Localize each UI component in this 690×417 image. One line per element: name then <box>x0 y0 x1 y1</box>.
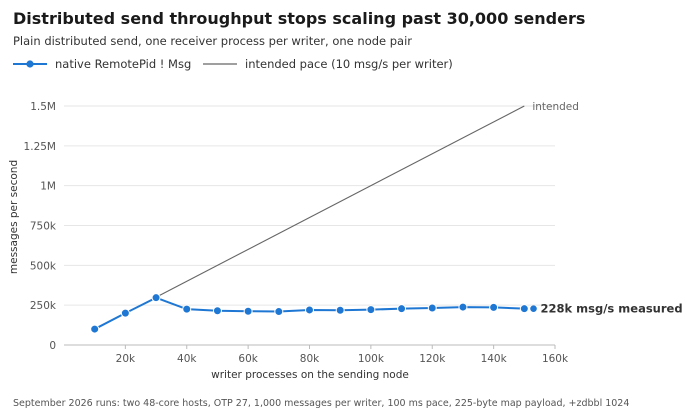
native-send-point <box>212 306 222 316</box>
end-labels: 228k msg/s measured intended <box>532 101 682 316</box>
x-tick-label: 160k <box>542 353 569 365</box>
y-tick-label: 750k <box>30 221 57 233</box>
native-send-point <box>427 303 437 313</box>
y-tick-label: 1.25M <box>24 141 56 153</box>
legend-swatch-native-send <box>13 60 47 68</box>
x-tick-label: 120k <box>419 353 446 365</box>
native-send-point <box>489 302 499 312</box>
intended-pace-line <box>155 105 525 298</box>
x-tick-label: 20k <box>116 353 136 365</box>
native-send-point <box>90 324 100 334</box>
footnote: September 2026 runs: two 48-core hosts, … <box>13 398 630 409</box>
native-send-point <box>305 305 314 315</box>
chart-title: Distributed send throughput stops scalin… <box>13 9 586 28</box>
x-tick-label: 140k <box>481 353 508 365</box>
y-axis-title: messages per second <box>8 160 20 274</box>
y-tick-label: 1M <box>40 181 56 193</box>
y-tick-label: 0 <box>49 340 56 352</box>
intended-end-label: intended <box>532 101 579 113</box>
legend-label-native-send: native RemotePid ! Msg <box>55 57 192 71</box>
native-send-point <box>335 305 345 315</box>
x-tick-label: 80k <box>300 353 320 365</box>
native-send-point <box>120 308 130 318</box>
y-tick-label: 1.5M <box>30 101 56 113</box>
native-send-point <box>458 302 468 312</box>
native-send-point <box>519 304 529 314</box>
y-tick-label: 250k <box>30 300 57 312</box>
native-send-end-marker <box>530 305 537 312</box>
native-send-point <box>397 304 407 314</box>
series-intended-pace <box>155 105 525 298</box>
y-tick-label: 500k <box>30 260 57 272</box>
native-send-point <box>151 293 161 303</box>
native-send-point <box>243 306 253 316</box>
x-tick-label: 100k <box>358 353 385 365</box>
y-axis-ticks: 0 250k 500k 750k 1M 1.25M 1.5M <box>24 101 57 352</box>
x-tick-label: 40k <box>177 353 197 365</box>
legend-swatch-intended-pace <box>203 63 237 65</box>
chart-subtitle: Plain distributed send, one receiver pro… <box>13 34 413 48</box>
legend-item-intended-pace: intended pace (10 msg/s per writer) <box>203 57 453 71</box>
native-send-point <box>366 305 376 315</box>
x-tick-label: 60k <box>238 353 258 365</box>
x-axis-ticks: 20k 40k 60k 80k 100k 120k 140k 160k <box>116 345 569 365</box>
series-native-send <box>90 293 537 334</box>
gridlines <box>64 105 555 346</box>
legend-item-native-send: native RemotePid ! Msg <box>13 57 191 71</box>
legend-label-intended-pace: intended pace (10 msg/s per writer) <box>245 57 453 71</box>
measured-end-label: 228k msg/s measured <box>541 302 683 316</box>
native-send-point <box>274 307 284 317</box>
native-send-point <box>182 304 192 314</box>
x-axis-title: writer processes on the sending node <box>211 369 409 381</box>
